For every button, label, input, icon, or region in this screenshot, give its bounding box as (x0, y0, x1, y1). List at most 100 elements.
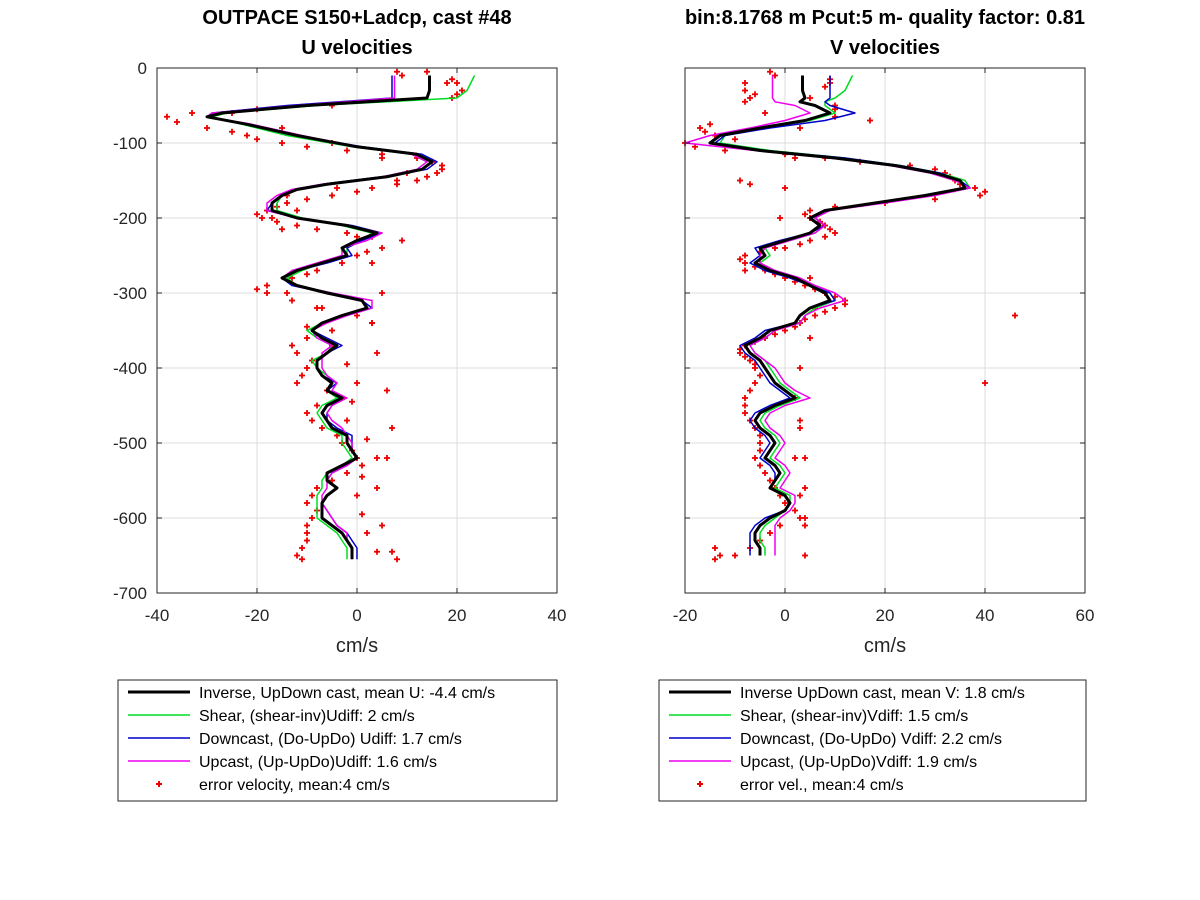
v-error-point (752, 380, 758, 386)
u-error-point (359, 511, 365, 518)
u-velocity-chart: OUTPACE S150+Ladcp, cast #48 U velocitie… (113, 7, 566, 657)
u-error-point (294, 350, 300, 356)
u-error-point (379, 245, 385, 251)
u-error-point (309, 492, 315, 499)
u-error-point (304, 143, 310, 150)
u-error-point (339, 260, 345, 266)
u-x-tick-label: -20 (245, 606, 270, 625)
v-error-point (762, 110, 768, 116)
u-y-tick-label: -500 (113, 434, 147, 453)
u-error-point (444, 80, 450, 86)
u-error-point (314, 485, 320, 491)
v-error-point (762, 470, 768, 476)
u-error-point (314, 267, 320, 274)
u-x-axis-label: cm/s (336, 635, 378, 657)
u-error-point (379, 522, 385, 529)
u-error-point (309, 515, 315, 521)
v-error-point (777, 215, 783, 221)
u-error-point (304, 500, 310, 506)
v-error-point (792, 507, 798, 514)
u-error-point (394, 556, 400, 563)
v-legend-label-downcast: Downcast, (Do-UpDo) Vdiff: 2.2 cm/s (740, 731, 1002, 748)
v-error-point (802, 552, 808, 559)
v-x-tick-label: 40 (976, 606, 995, 625)
v-error-point (697, 125, 703, 131)
v-error-point (782, 500, 788, 506)
u-error-point (294, 552, 300, 559)
u-error-point (434, 170, 440, 176)
left-figure-title: OUTPACE S150+Ladcp, cast #48 (202, 7, 511, 29)
u-error-point (189, 110, 195, 116)
v-velocity-chart: bin:8.1768 m Pcut:5 m- quality factor: 0… (673, 7, 1095, 657)
u-error-point (254, 286, 260, 293)
v-error-point (757, 447, 763, 454)
v-error-point (757, 372, 763, 379)
u-error-point (369, 320, 375, 326)
v-error-point (707, 121, 713, 128)
v-error-point (782, 327, 788, 334)
u-error-point (374, 350, 380, 356)
v-error-point (757, 462, 763, 469)
u-error-point (304, 530, 310, 536)
u-error-point (384, 455, 390, 461)
u-error-point (459, 87, 465, 94)
u-legend-label-error: error velocity, mean:4 cm/s (199, 777, 390, 794)
u-error-point (314, 226, 320, 233)
u-error-point (289, 297, 295, 304)
u-error-point (454, 80, 460, 86)
u-error-point (354, 492, 360, 499)
v-x-axis-label: cm/s (864, 635, 906, 657)
u-error-point (304, 196, 310, 203)
u-error-point (439, 166, 445, 173)
u-error-point (354, 233, 360, 240)
v-error-point (757, 432, 763, 439)
v-error-point (782, 245, 788, 251)
u-error-point (329, 327, 335, 334)
u-x-tick-label: -40 (145, 606, 170, 625)
v-error-point (747, 387, 753, 394)
u-error-point (354, 312, 360, 319)
v-plot-area (682, 68, 1018, 563)
u-error-point (304, 335, 310, 341)
v-error-point (982, 380, 988, 386)
v-error-point (742, 252, 748, 259)
u-error-point (284, 290, 290, 296)
u-error-point (344, 417, 350, 424)
u-error-point (374, 455, 380, 461)
u-legend-label-inverse: Inverse, UpDown cast, mean U: -4.4 cm/s (199, 685, 495, 702)
v-error-point (832, 230, 838, 236)
v-x-tick-label: 60 (1076, 606, 1095, 625)
v-error-point (742, 402, 748, 409)
u-series-upcast (206, 75, 428, 560)
u-error-point (354, 188, 360, 195)
v-error-point (977, 192, 983, 199)
v-legend: Inverse UpDown cast, mean V: 1.8 cm/s Sh… (658, 679, 1087, 802)
right-figure-title: bin:8.1768 m Pcut:5 m- quality factor: 0… (685, 7, 1085, 29)
v-error-point (742, 260, 748, 266)
u-legend-label-shear: Shear, (shear-inv)Udiff: 2 cm/s (199, 708, 415, 725)
v-error-point (802, 211, 808, 218)
u-error-point (204, 125, 210, 131)
v-error-point (797, 425, 803, 431)
u-ticks: -40 -20 0 20 400-100-200-300-400-500-600-700 (113, 59, 566, 625)
u-error-point (394, 68, 400, 75)
u-error-point (364, 436, 370, 443)
u-error-point (414, 177, 420, 184)
v-error-point (737, 177, 743, 184)
u-error-point (279, 125, 285, 131)
v-error-point (712, 545, 718, 551)
u-error-point (364, 248, 370, 255)
v-error-point (742, 395, 748, 401)
v-error-point (982, 188, 988, 195)
v-error-point (807, 275, 813, 281)
v-error-point (797, 365, 803, 371)
v-error-point (722, 147, 728, 154)
u-error-point (374, 548, 380, 555)
u-error-point (279, 140, 285, 146)
u-error-point (389, 548, 395, 555)
v-error-point (807, 207, 813, 214)
u-error-point (259, 215, 265, 221)
u-error-point (299, 372, 305, 379)
u-error-point (309, 417, 315, 424)
